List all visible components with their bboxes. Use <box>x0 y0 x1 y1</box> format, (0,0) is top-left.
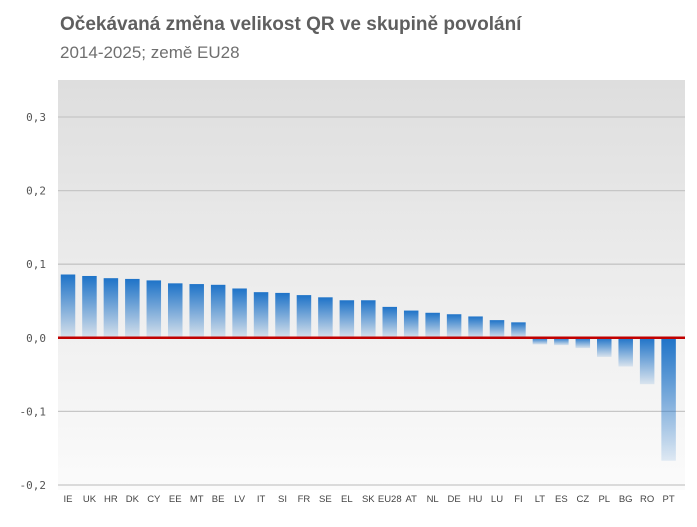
y-tick-label: -0,2 <box>20 479 47 492</box>
x-tick-label: IE <box>64 494 73 505</box>
y-tick-label: 0,0 <box>26 332 46 345</box>
bar-lv <box>232 288 247 338</box>
x-tick-label: MT <box>190 494 204 505</box>
bar-lu <box>489 320 505 338</box>
x-tick-label: HU <box>469 494 483 505</box>
bar-fr <box>296 295 312 338</box>
x-tick-label: BG <box>619 494 633 505</box>
x-tick-label: PL <box>598 494 610 505</box>
bar-de <box>446 314 462 338</box>
x-tick-label: LT <box>535 494 546 505</box>
x-tick-label: LU <box>491 494 503 505</box>
bar-bg <box>618 337 633 367</box>
bar-si <box>275 292 290 338</box>
bar-uk <box>82 275 97 338</box>
x-tick-label: BE <box>212 494 225 505</box>
bar-es <box>554 337 569 346</box>
plot-area <box>58 80 685 490</box>
bar-hu <box>468 316 483 338</box>
x-tick-label: EE <box>169 494 182 505</box>
bar-mt <box>189 284 204 338</box>
x-tick-label: HR <box>104 494 118 505</box>
bar-fi <box>511 322 526 338</box>
x-tick-label: SK <box>362 494 375 505</box>
bar-eu28 <box>382 306 397 338</box>
bar-pt <box>661 337 676 461</box>
x-tick-label: ES <box>555 494 568 505</box>
x-tick-label: DK <box>126 494 140 505</box>
bar-se <box>318 297 333 338</box>
bar-hr <box>103 278 119 338</box>
x-tick-label: DE <box>447 494 460 505</box>
chart-subtitle: 2014-2025; země EU28 <box>60 43 240 62</box>
bar-lt <box>532 337 548 345</box>
gridlines <box>58 116 685 486</box>
x-tick-label: IT <box>257 494 266 505</box>
y-tick-label: 0,3 <box>26 111 46 124</box>
y-tick-label: 0,1 <box>26 258 46 271</box>
x-tick-label: FR <box>298 494 311 505</box>
x-tick-label: SI <box>278 494 287 505</box>
bars <box>60 274 676 461</box>
bar-sk <box>361 300 376 338</box>
x-tick-label: AT <box>405 494 417 505</box>
bar-ee <box>168 283 183 338</box>
bar-cz <box>575 337 591 349</box>
bar-pl <box>597 337 612 357</box>
x-tick-label: UK <box>83 494 97 505</box>
bar-ie <box>60 274 76 338</box>
y-tick-label: -0,1 <box>20 405 47 418</box>
bar-at <box>403 310 419 338</box>
x-tick-label: PT <box>663 494 675 505</box>
x-tick-label: RO <box>640 494 654 505</box>
x-tick-label: CY <box>147 494 161 505</box>
x-axis: IE UK HR DK CY EE MT BE LV IT SI FR SE EL SK EU28 AT NL DE… <box>64 494 675 505</box>
x-tick-label: NL <box>427 494 439 505</box>
bar-cy <box>146 280 162 338</box>
y-tick-label: 0,2 <box>26 185 46 198</box>
bar-nl <box>425 312 440 338</box>
bar-it <box>253 292 269 338</box>
x-tick-label: CZ <box>576 494 589 505</box>
x-tick-label: SE <box>319 494 332 505</box>
x-tick-label: LV <box>234 494 246 505</box>
bar-dk <box>125 278 140 338</box>
bar-be <box>210 284 226 338</box>
y-axis: 0,3 0,2 0,1 0,0 -0,1 -0,2 <box>20 111 47 492</box>
x-tick-label: FI <box>514 494 522 505</box>
chart-title: Očekávaná změna velikost QR ve skupině p… <box>60 14 522 35</box>
x-tick-label: EU28 <box>378 494 402 505</box>
x-tick-label: EL <box>341 494 353 505</box>
bar-el <box>339 300 355 338</box>
bar-ro <box>639 337 655 385</box>
